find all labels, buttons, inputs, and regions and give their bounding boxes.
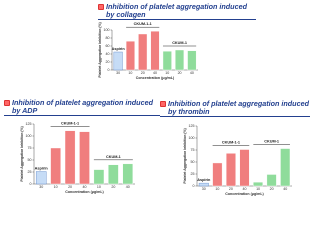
bar (138, 33, 148, 71)
bar (108, 164, 119, 185)
x-tick-label: 30 (116, 71, 120, 75)
x-tick-label: 10 (54, 185, 58, 189)
bar (122, 163, 134, 185)
bar (280, 148, 291, 187)
x-axis-label: Concentration (μg/mL) (65, 190, 104, 194)
x-tick-label: 40 (243, 187, 247, 191)
annotation: CKUM-1 (264, 140, 279, 144)
x-axis-label: Concentration (μg/mL) (225, 192, 264, 196)
annotation: CKUM-1-1 (61, 122, 79, 126)
x-tick-label: 40 (126, 185, 130, 189)
bar (187, 50, 197, 71)
annotation: CKUM-1 (172, 41, 187, 45)
annotation: Aspirin (35, 167, 49, 171)
x-tick-label: 10 (215, 187, 219, 191)
bar (64, 130, 76, 185)
x-tick-label: 20 (68, 185, 72, 189)
bar (150, 31, 160, 71)
x-tick-label: 30 (202, 187, 206, 191)
annotation: Aspirin (112, 47, 126, 51)
y-tick-label: 75 (191, 148, 195, 152)
y-tick-label: 20 (106, 60, 110, 64)
x-tick-label: 40 (83, 185, 87, 189)
x-tick-label: 20 (111, 185, 115, 189)
title-text: Inhibition of platelet aggregation induc… (12, 98, 153, 115)
x-tick-label: 40 (190, 71, 194, 75)
annotation: Aspirin (197, 178, 211, 182)
bar (225, 153, 236, 187)
bullet (98, 4, 104, 10)
y-tick-label: 0 (30, 182, 32, 186)
y-tick-label: 0 (108, 68, 110, 72)
bar (239, 149, 250, 187)
bar (79, 131, 90, 185)
x-tick-label: 10 (97, 185, 101, 189)
x-tick-label: 20 (141, 71, 145, 75)
x-tick-label: 20 (270, 187, 274, 191)
bar (113, 51, 123, 71)
x-tick-label: 20 (229, 187, 233, 191)
annotation: CKUM-1-1 (222, 141, 240, 145)
bar (35, 171, 47, 185)
chart-title: Inhibition of platelet aggregation induc… (160, 100, 310, 117)
y-tick-label: 40 (106, 52, 110, 56)
y-tick-label: 125 (26, 122, 32, 126)
y-axis-label: Platelet Aggregation Inhibition (%) (20, 126, 24, 181)
x-tick-label: 20 (178, 71, 182, 75)
y-tick-label: 25 (191, 172, 195, 176)
chart-title: Inhibition of platelet aggregation induc… (98, 3, 256, 20)
title-text: Inhibition of platelet aggregation induc… (106, 2, 247, 19)
y-axis-label: Platelet Aggregation Inhibition (%) (183, 128, 187, 183)
bar (266, 174, 277, 187)
bar (93, 169, 105, 185)
title-text: Inhibition of platelet aggregation induc… (168, 99, 309, 116)
y-tick-label: 125 (189, 124, 195, 128)
y-tick-label: 50 (28, 158, 32, 162)
bar (175, 49, 185, 71)
bullet (160, 101, 166, 107)
y-tick-label: 60 (106, 44, 110, 48)
x-tick-label: 40 (283, 187, 287, 191)
y-tick-label: 25 (28, 170, 32, 174)
x-tick-label: 10 (128, 71, 132, 75)
y-tick-label: 100 (104, 28, 110, 32)
y-tick-label: 100 (189, 136, 195, 140)
y-tick-label: 75 (28, 146, 32, 150)
bar (50, 147, 61, 185)
bar (253, 181, 264, 187)
bar (212, 162, 223, 187)
bar (125, 41, 135, 71)
annotation: CKUM-1-1 (134, 22, 152, 26)
y-tick-label: 100 (26, 134, 32, 138)
bar (162, 51, 172, 71)
x-axis-label: Concentration (μg/mL) (136, 76, 175, 80)
y-axis-label: Platelet Aggregation Inhibition (%) (98, 22, 102, 77)
chart-title: Inhibition of platelet aggregation induc… (4, 99, 160, 116)
bar (198, 182, 209, 187)
page: {"chart_data": [ {"type": "bar", "title"… (4, 2, 310, 196)
x-tick-label: 30 (39, 185, 43, 189)
y-tick-label: 0 (193, 184, 195, 188)
bullet (4, 100, 10, 106)
y-tick-label: 80 (106, 36, 110, 40)
x-tick-label: 10 (165, 71, 169, 75)
annotation: CKUM-1 (106, 155, 121, 159)
x-tick-label: 40 (153, 71, 157, 75)
x-tick-label: 10 (256, 187, 260, 191)
y-tick-label: 50 (191, 160, 195, 164)
